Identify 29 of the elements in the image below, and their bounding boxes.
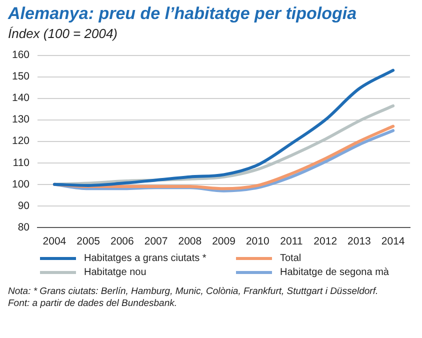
y-tick-label: 110 xyxy=(12,156,30,169)
text: Font: a partir de dades del Bundesbank. xyxy=(8,298,178,310)
legend-label: Total xyxy=(280,253,302,264)
y-tick-label: 140 xyxy=(12,92,30,104)
line-series xyxy=(52,68,395,187)
y-tick-label: 100 xyxy=(12,178,30,190)
x-tick-label: 2008 xyxy=(178,236,202,248)
y-tick-label: 150 xyxy=(12,70,30,83)
y-tick-label: 90 xyxy=(18,200,30,212)
y-tick-label: 130 xyxy=(12,114,30,126)
x-tick-label: 2012 xyxy=(314,236,338,248)
legend-label: Habitatge de segona mà xyxy=(280,267,389,278)
legend-label: Habitatge nou xyxy=(84,267,146,278)
x-tick-label: 2006 xyxy=(110,236,134,248)
x-tick-label: 2010 xyxy=(246,236,270,248)
x-tick-label: 2014 xyxy=(381,236,405,248)
y-tick-label: 80 xyxy=(18,221,30,234)
text: Nota: * Grans ciutats: Berlín, Hamburg, Munic, Colònia, Frankfurt, Stuttgart i Düsseldorf. xyxy=(8,286,380,298)
chart-title: Alemanya: preu de l’habitatge per tipologia xyxy=(8,4,358,24)
x-tick-label: 2013 xyxy=(348,236,372,248)
y-tick-label: 160 xyxy=(12,49,30,62)
x-tick-label: 2005 xyxy=(76,236,100,248)
x-tick-label: 2009 xyxy=(212,236,236,248)
x-tick-label: 2011 xyxy=(280,236,303,248)
y-tick-label: 120 xyxy=(12,135,30,148)
chart-subtitle: Índex (100 = 2004) xyxy=(8,26,118,41)
x-tick-label: 2007 xyxy=(144,236,168,248)
x-tick-label: 2004 xyxy=(42,236,66,248)
legend-label: Habitatges a grans ciutats * xyxy=(84,253,206,264)
